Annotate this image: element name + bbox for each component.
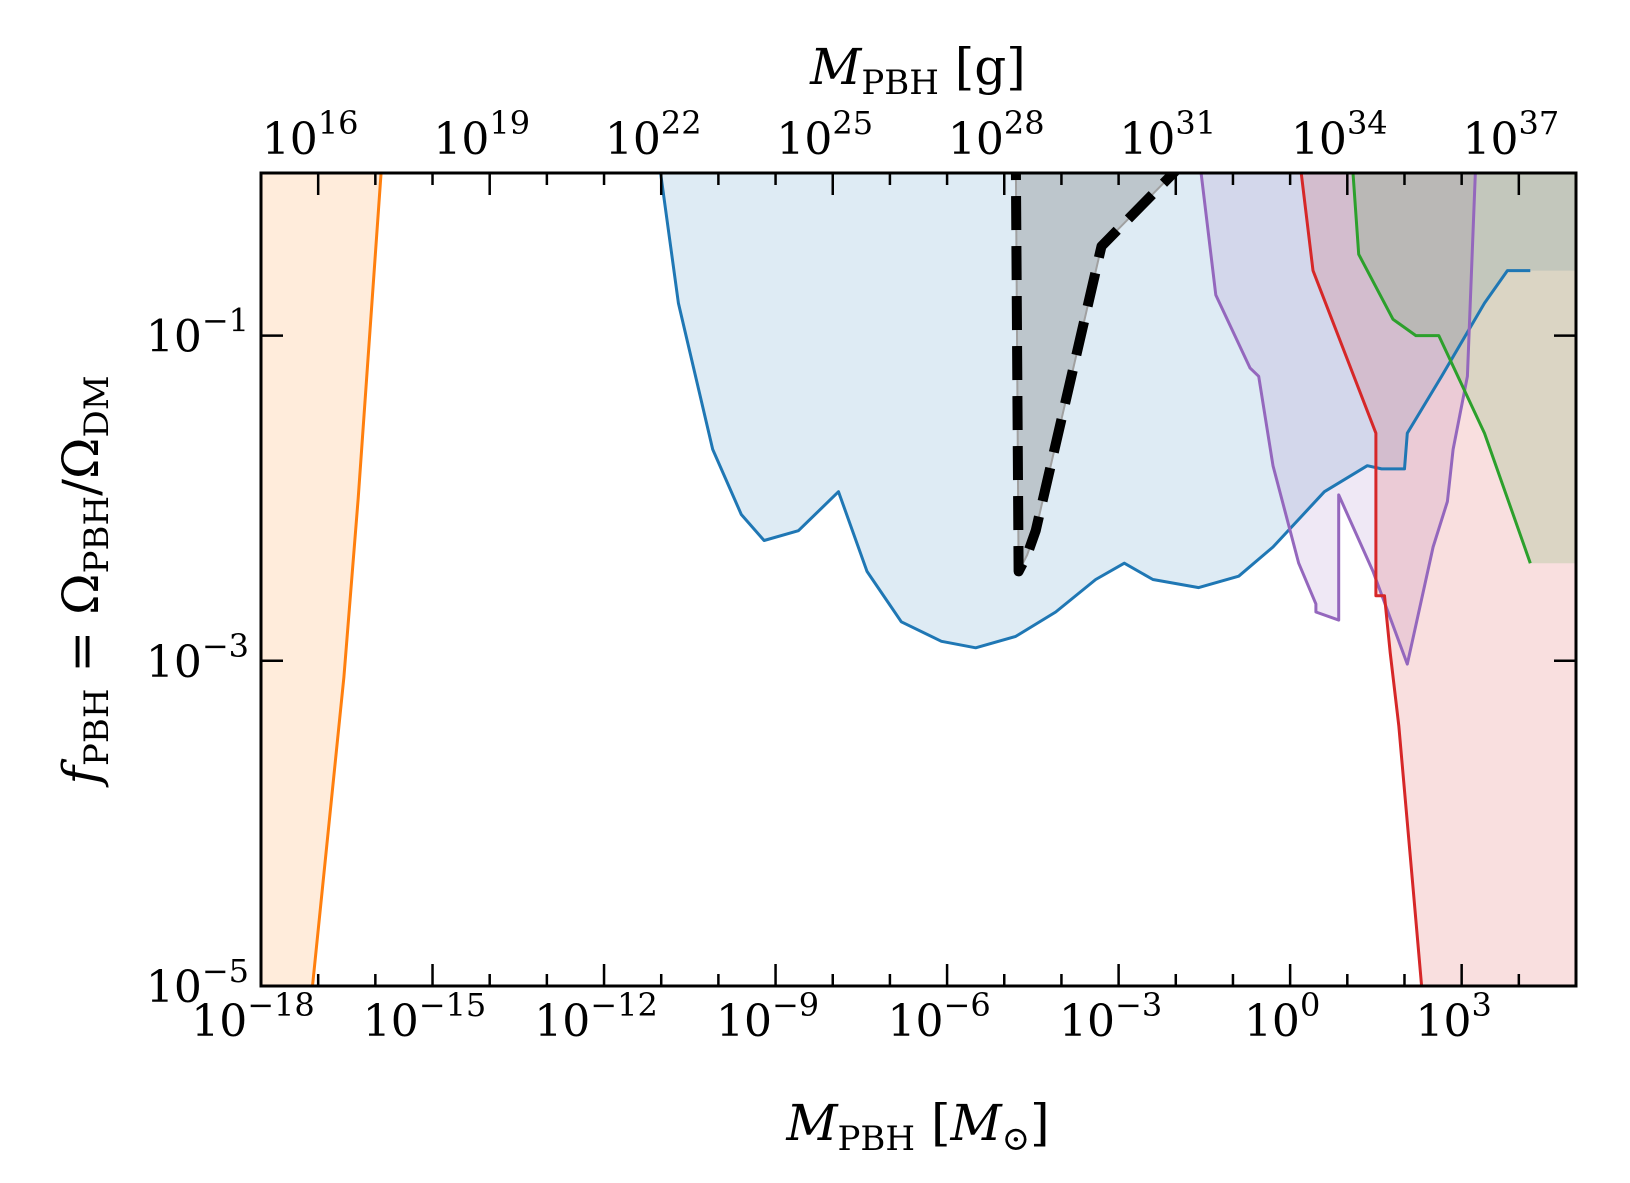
constraint-fill-3: [1301, 173, 1576, 986]
constraint-fill-0: [261, 173, 382, 986]
axis-ticks: [259, 173, 1578, 988]
y-axis-label: fPBH = ΩPBH/ΩDM: [52, 375, 117, 788]
x2-tick-label: 1019: [433, 104, 530, 165]
x2-tick-label: 1016: [262, 104, 359, 165]
constraint-fill-2: [1201, 173, 1476, 665]
constraint-fills: [261, 173, 1576, 986]
constraint-fill-1: [660, 173, 1576, 648]
x-tick-label: 100: [1244, 986, 1320, 1047]
x-tick-label: 10−9: [716, 986, 819, 1047]
x2-tick-label: 1031: [1119, 104, 1216, 165]
x-tick-label: 10−3: [1059, 986, 1162, 1047]
y-tick-label: 10−3: [146, 627, 249, 688]
y-tick-label: 10−1: [146, 302, 249, 363]
constraint-line-1: [659, 173, 1531, 650]
x2-tick-label: 1025: [776, 104, 873, 165]
x-tick-label: 103: [1415, 986, 1491, 1047]
constraint-line-4: [1351, 173, 1532, 564]
constraint-line-3: [1299, 173, 1424, 986]
x-tick-label: 10−12: [534, 986, 658, 1047]
x-tick-label: 10−6: [888, 986, 991, 1047]
y-tick-label: 10−5: [146, 952, 249, 1013]
x-axis-label: MPBH [M⊙]: [785, 1094, 1049, 1159]
constraint-lines: [311, 173, 1532, 986]
constraint-line-2: [1199, 173, 1477, 666]
x2-tick-label: 1037: [1462, 104, 1559, 165]
x2-tick-label: 1034: [1291, 104, 1388, 165]
plot-frame: [259, 171, 1578, 988]
tick-labels: 10−18 10−15 10−12 10−9 10−6 10−3 100 103 1016 101…: [146, 104, 1559, 1047]
x2-tick-label: 1028: [948, 104, 1045, 165]
constraint-line-0: [311, 173, 383, 986]
x2-tick-label: 1022: [605, 104, 702, 165]
x-tick-label: 10−18: [191, 986, 315, 1047]
x2-axis-label: MPBH [g]: [809, 38, 1026, 103]
x-tick-label: 10−15: [363, 986, 487, 1047]
